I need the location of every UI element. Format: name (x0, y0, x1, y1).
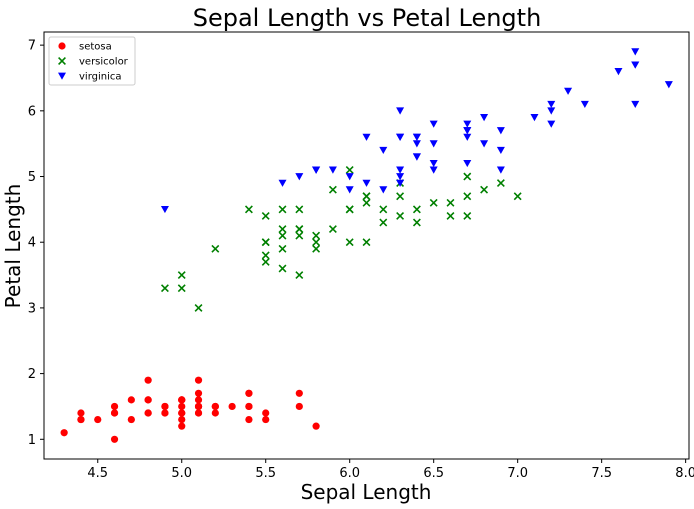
chart-title: Sepal Length vs Petal Length (193, 4, 542, 32)
setosa-point (111, 436, 118, 443)
y-tick-label: 4 (28, 236, 36, 251)
setosa-point (77, 416, 84, 423)
y-tick-label: 1 (28, 433, 36, 448)
legend-label-versicolor: versicolor (79, 57, 129, 68)
setosa-point (296, 390, 303, 397)
setosa-point (94, 416, 101, 423)
x-tick-label: 6.0 (339, 466, 360, 481)
setosa-point (212, 403, 219, 410)
setosa-point (245, 390, 252, 397)
x-tick-label: 4.5 (87, 466, 108, 481)
y-tick-label: 2 (28, 367, 36, 382)
setosa-point (178, 403, 185, 410)
setosa-point (111, 409, 118, 416)
setosa-point (128, 416, 135, 423)
legend: setosa versicolor virginica (49, 37, 135, 85)
setosa-point (245, 403, 252, 410)
setosa-point (161, 409, 168, 416)
x-tick-label: 8.0 (675, 466, 694, 481)
setosa-point (128, 396, 135, 403)
x-tick-label: 7.5 (591, 466, 612, 481)
setosa-point (77, 409, 84, 416)
x-tick-label: 7.0 (507, 466, 528, 481)
y-tick-label: 3 (28, 301, 36, 316)
setosa-point (145, 377, 152, 384)
setosa-point (262, 416, 269, 423)
y-axis: 1 2 3 4 5 6 7 (28, 39, 44, 448)
y-axis-label: Petal Length (1, 184, 25, 309)
setosa-point (313, 423, 320, 430)
setosa-point (178, 423, 185, 430)
x-tick-label: 5.0 (171, 466, 192, 481)
x-tick-label: 5.5 (255, 466, 276, 481)
x-axis: 4.5 5.0 5.5 6.0 6.5 7.0 7.5 8.0 (87, 459, 694, 481)
setosa-point (111, 403, 118, 410)
setosa-point (178, 396, 185, 403)
legend-label-virginica: virginica (79, 72, 122, 83)
x-tick-label: 6.5 (423, 466, 444, 481)
legend-marker-setosa (58, 42, 65, 49)
setosa-point (178, 416, 185, 423)
setosa-point (195, 409, 202, 416)
setosa-point (61, 429, 68, 436)
setosa-point (195, 403, 202, 410)
setosa-point (145, 409, 152, 416)
y-tick-label: 7 (28, 39, 36, 54)
setosa-point (229, 403, 236, 410)
setosa-point (195, 377, 202, 384)
y-tick-label: 6 (28, 104, 36, 119)
setosa-point (195, 390, 202, 397)
setosa-point (195, 396, 202, 403)
plot-area (44, 32, 689, 459)
setosa-point (262, 409, 269, 416)
setosa-point (178, 409, 185, 416)
setosa-point (161, 403, 168, 410)
y-tick-label: 5 (28, 170, 36, 185)
setosa-point (212, 409, 219, 416)
legend-label-setosa: setosa (79, 42, 112, 53)
setosa-point (145, 396, 152, 403)
x-axis-label: Sepal Length (301, 480, 432, 504)
setosa-point (296, 403, 303, 410)
setosa-point (245, 416, 252, 423)
